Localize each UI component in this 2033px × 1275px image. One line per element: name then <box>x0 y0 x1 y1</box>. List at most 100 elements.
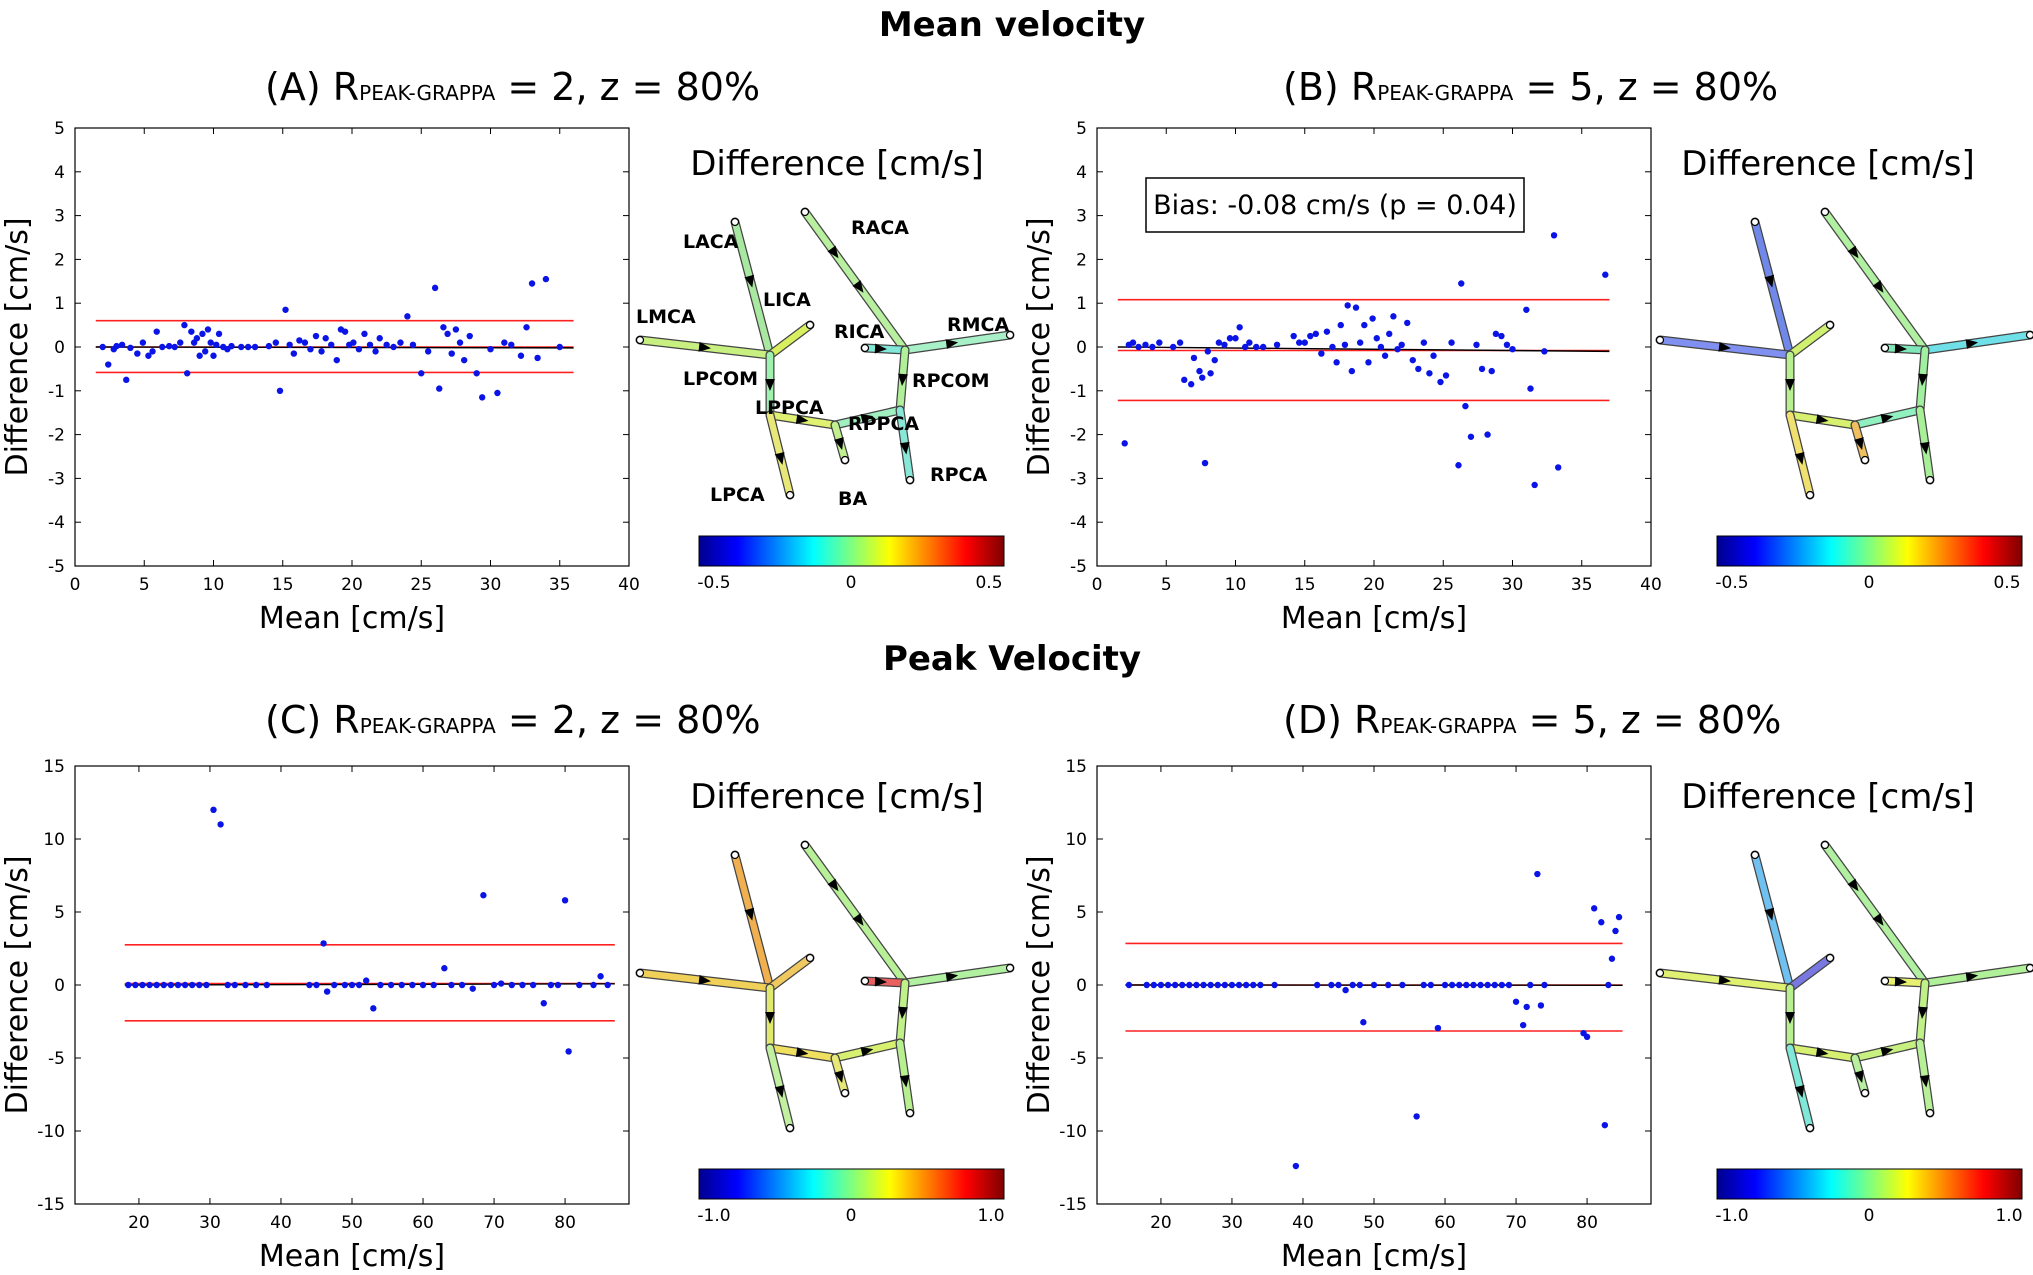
flow-arrow <box>795 414 809 425</box>
data-point <box>1441 981 1449 989</box>
x-tick-label: 30 <box>199 1213 221 1233</box>
vessel-endpoint <box>1805 1123 1815 1133</box>
data-point <box>1215 339 1223 346</box>
data-point <box>523 324 530 331</box>
flow-arrow <box>1919 1074 1930 1088</box>
data-point <box>363 977 370 984</box>
data-point <box>333 356 340 364</box>
vessel-label-raca: RACA <box>851 217 909 239</box>
data-point <box>1477 981 1484 989</box>
y-tick-label: -1 <box>1070 382 1087 402</box>
data-point <box>1236 324 1243 331</box>
data-point <box>118 341 126 349</box>
data-point <box>419 981 427 989</box>
data-point <box>556 343 563 351</box>
data-point <box>153 981 160 989</box>
data-point <box>167 981 175 989</box>
x-tick-label: 60 <box>412 1213 434 1233</box>
x-axis-label: Mean [cm/s] <box>259 1239 445 1274</box>
x-tick-label: 20 <box>341 575 363 595</box>
data-point <box>1523 306 1530 313</box>
svg-text:(C) RPEAK-GRAPPA = 2, z = 80%: (C) RPEAK-GRAPPA = 2, z = 80% <box>265 698 761 742</box>
data-point <box>1370 981 1378 989</box>
panel-title-d: (D) RPEAK-GRAPPA = 5, z = 80% <box>1283 698 1781 742</box>
flow-arrow <box>744 274 755 288</box>
data-point <box>604 981 611 989</box>
x-tick-label: 15 <box>1294 575 1316 595</box>
data-point <box>1373 335 1380 342</box>
data-point <box>1312 330 1320 338</box>
data-point <box>529 981 537 989</box>
colorbar-tick: 0 <box>846 573 857 593</box>
data-point <box>1598 919 1605 926</box>
vessel-label-rpcom: RPCOM <box>912 370 990 392</box>
data-point <box>1143 981 1150 989</box>
y-tick-label: 10 <box>1065 830 1087 850</box>
svg-text:(D) RPEAK-GRAPPA = 5, z = 80%: (D) RPEAK-GRAPPA = 5, z = 80% <box>1283 698 1781 742</box>
y-tick-label: 3 <box>1076 207 1087 227</box>
vessel-label-rpca: RPCA <box>930 464 987 486</box>
colorbar-tick: 1.0 <box>1995 1206 2022 1226</box>
data-point <box>1413 1113 1420 1120</box>
x-tick-label: 25 <box>1432 575 1454 595</box>
regression-line <box>1117 346 1610 353</box>
data-point <box>1527 385 1534 392</box>
panel-title-b: (B) RPEAK-GRAPPA = 5, z = 80% <box>1283 65 1778 109</box>
vessel-segment <box>801 841 909 987</box>
data-point <box>1190 354 1198 362</box>
data-point <box>1273 341 1281 349</box>
data-point <box>1204 348 1212 355</box>
bias-annotation: Bias: -0.08 cm/s (p = 0.04) <box>1145 177 1525 233</box>
x-tick-label: 0 <box>1092 575 1103 595</box>
x-tick-label: 80 <box>1576 1213 1598 1233</box>
y-tick-label: -4 <box>1070 513 1087 533</box>
data-point <box>1602 271 1609 278</box>
data-point <box>1527 981 1534 989</box>
data-point <box>409 341 417 349</box>
flow-arrow <box>1880 1046 1894 1057</box>
colorbar-tick: -0.5 <box>1715 573 1748 593</box>
x-tick-label: 10 <box>203 575 225 595</box>
vessel-label-rica: RICA <box>834 321 885 343</box>
data-point <box>210 352 217 359</box>
data-point <box>1135 343 1142 351</box>
x-tick-label: 5 <box>1161 575 1172 595</box>
data-point <box>1200 981 1207 989</box>
y-tick-label: -3 <box>48 469 65 489</box>
data-point <box>1478 365 1486 373</box>
data-point <box>1420 339 1428 346</box>
panel-r-sub: PEAK-GRAPPA <box>360 714 496 738</box>
vessel-endpoint <box>800 207 810 217</box>
data-point <box>341 328 349 335</box>
data-point <box>1241 343 1249 351</box>
data-point <box>487 345 494 353</box>
y-tick-label: -5 <box>1070 1049 1087 1069</box>
data-point <box>328 341 335 349</box>
y-tick-label: 4 <box>54 163 65 183</box>
flow-arrow <box>834 1070 844 1084</box>
y-tick-label: -15 <box>37 1195 65 1215</box>
data-point <box>139 339 147 346</box>
data-point <box>1149 343 1156 351</box>
data-point <box>376 335 383 342</box>
panel-rest: = 2, z = 80% <box>507 65 760 109</box>
y-tick-label: -1 <box>48 382 65 402</box>
y-axis-label: Difference [cm/s] <box>1022 217 1057 476</box>
x-tick-label: 5 <box>139 575 150 595</box>
x-tick-label: 20 <box>1363 575 1385 595</box>
vessel-segment <box>1786 321 1834 359</box>
data-point <box>1369 315 1376 322</box>
data-point <box>1349 981 1356 989</box>
x-tick-label: 40 <box>618 575 640 595</box>
data-point <box>1456 981 1463 989</box>
data-point <box>430 981 437 989</box>
data-point <box>318 348 325 355</box>
data-point <box>203 981 210 989</box>
data-point <box>125 981 132 989</box>
data-point <box>1186 981 1193 989</box>
y-tick-label: -2 <box>48 426 65 446</box>
data-point <box>1377 343 1385 351</box>
x-tick-label: 50 <box>1363 1213 1385 1233</box>
data-point <box>1250 981 1257 989</box>
y-axis-label: Difference [cm/s] <box>0 217 35 476</box>
